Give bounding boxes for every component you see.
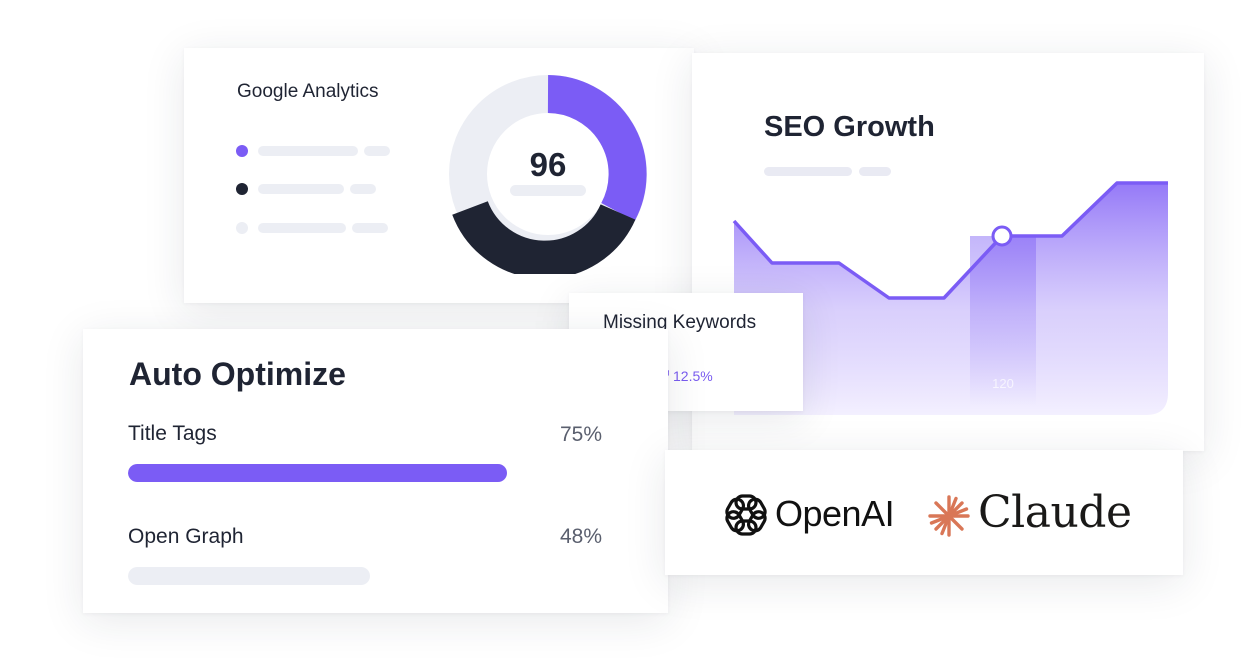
legend-dot-purple	[236, 145, 248, 157]
missing-keywords-title: Missing Keywords	[603, 312, 757, 333]
score-donut-chart: 96	[449, 75, 647, 274]
title-tags-percent: 75%	[559, 423, 602, 446]
legend-placeholder-bar	[258, 184, 344, 194]
title-tags-progress-track	[128, 464, 633, 482]
open-graph-label: Open Graph	[128, 525, 244, 548]
legend-placeholder-bar-short	[364, 146, 390, 156]
title-tags-label: Title Tags	[128, 422, 217, 445]
donut-segment-purple	[547, 75, 647, 222]
legend-placeholder-bar-short	[350, 184, 376, 194]
score-placeholder-bar	[510, 185, 586, 196]
openai-wordmark: OpenAI	[775, 493, 895, 534]
auto-optimize-card: Auto Optimize Title Tags 75% Open Graph …	[83, 329, 668, 613]
title-tags-progress-fill	[128, 464, 507, 482]
open-graph-progress-track	[128, 567, 633, 585]
seo-tick-label: 120	[992, 376, 1014, 391]
donut-segment-dark	[452, 200, 636, 274]
seo-growth-line	[732, 181, 1168, 300]
legend-placeholder-bar-short	[352, 223, 388, 233]
claude-wordmark: Claude	[978, 487, 1132, 538]
score-value: 96	[530, 146, 567, 183]
seo-data-point-marker[interactable]	[991, 225, 1013, 247]
legend-dot-dark	[236, 183, 248, 195]
open-graph-progress-fill	[128, 567, 371, 585]
seo-highlight-column	[970, 236, 1036, 406]
openai-logo-icon	[725, 494, 767, 536]
legend-placeholder-bar	[258, 146, 358, 156]
legend-dot-light	[236, 222, 248, 234]
seo-placeholder-bar-short	[859, 167, 891, 176]
seo-growth-area-chart: 120	[732, 181, 1168, 415]
analytics-title: Google Analytics	[237, 81, 379, 102]
claude-starburst-icon	[928, 495, 970, 537]
integrations-logo-card: OpenAI Claude	[665, 450, 1183, 575]
seo-growth-title: SEO Growth	[764, 111, 935, 143]
legend-placeholder-bar	[258, 223, 346, 233]
missing-keywords-change: 12.5%	[673, 368, 713, 384]
google-analytics-card: Google Analytics 96	[184, 48, 694, 303]
open-graph-percent: 48%	[559, 525, 602, 548]
seo-area-fill	[734, 183, 1168, 415]
auto-optimize-title: Auto Optimize	[129, 356, 346, 392]
seo-placeholder-bar	[764, 167, 852, 176]
